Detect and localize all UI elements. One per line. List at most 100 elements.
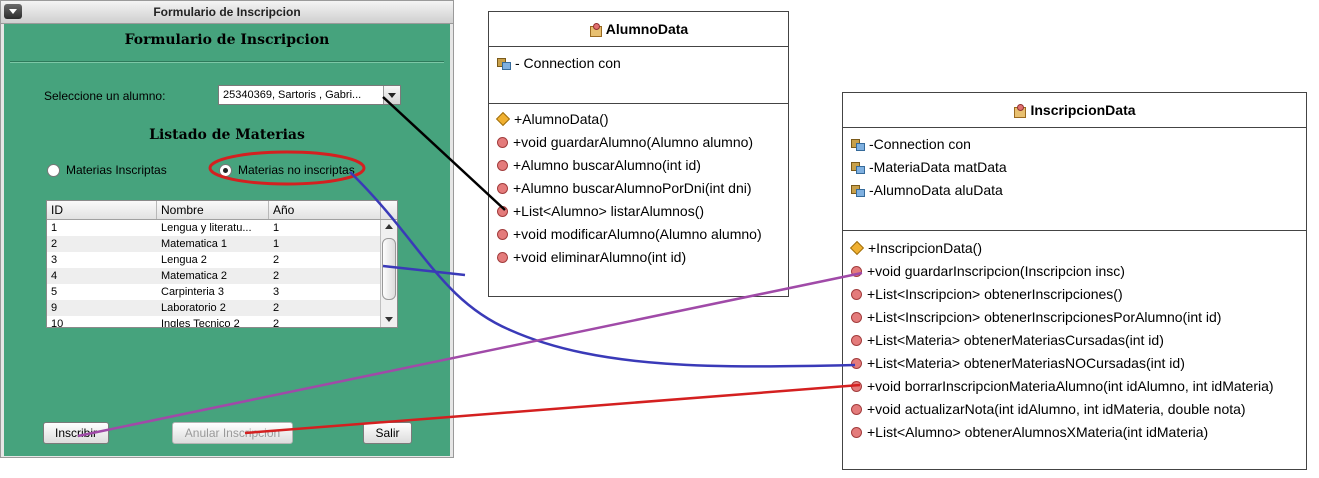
field-icon [497, 57, 511, 70]
method-icon [851, 357, 862, 369]
method-row: +List<Materia> obtenerMateriasCursadas(i… [851, 332, 1164, 348]
field-row: - Connection con [497, 55, 621, 71]
materias-table[interactable]: ID Nombre Año 1 Lengua y literatu... 1 2… [46, 200, 398, 328]
method-row: +void guardarAlumno(Alumno alumno) [497, 134, 753, 150]
radio-no-inscriptas-label: Materias no inscriptas [238, 163, 355, 177]
method-row: +void guardarInscripcion(Inscripcion ins… [851, 263, 1125, 279]
inscripciondata-methods: +InscripcionData() +void guardarInscripc… [843, 231, 1306, 469]
method-icon [497, 182, 508, 194]
method-icon [851, 311, 862, 323]
method-icon [851, 380, 862, 392]
radio-materias-no-inscriptas[interactable]: Materias no inscriptas [219, 163, 355, 177]
inscripciondata-fields: -Connection con -MateriaData matData -Al… [843, 128, 1306, 231]
method-row: +List<Inscripcion> obtenerInscripciones(… [851, 286, 1123, 302]
table-row[interactable]: 1 Lengua y literatu... 1 [47, 220, 381, 236]
cell-nombre: Carpinteria 3 [161, 286, 224, 298]
alumnodata-class-name: AlumnoData [605, 21, 689, 37]
cell-anio: 2 [273, 318, 280, 328]
table-body: 1 Lengua y literatu... 1 2 Matematica 1 … [47, 220, 381, 328]
method-icon [497, 251, 508, 263]
method-text: +AlumnoData() [514, 111, 609, 127]
cell-nombre: Matematica 2 [161, 270, 228, 282]
method-icon [851, 288, 862, 300]
scroll-down-icon[interactable] [381, 313, 396, 327]
method-row: +List<Alumno> listarAlumnos() [497, 203, 704, 219]
method-row: +List<Alumno> obtenerAlumnosXMateria(int… [851, 424, 1208, 440]
materias-list-title: Listado de Materias [149, 127, 305, 143]
method-row: +void modificarAlumno(Alumno alumno) [497, 226, 762, 242]
inscripciondata-class-header: InscripcionData [843, 93, 1306, 128]
method-row: +Alumno buscarAlumno(int id) [497, 157, 701, 173]
method-text: +List<Inscripcion> obtenerInscripcionesP… [867, 309, 1222, 325]
cell-nombre: Lengua y literatu... [161, 222, 252, 234]
radio-materias-inscriptas[interactable]: Materias Inscriptas [47, 163, 167, 177]
method-icon [497, 159, 508, 171]
window-titlebar[interactable]: Formulario de Inscripcion [1, 1, 453, 24]
cell-nombre: Laboratorio 2 [161, 302, 226, 314]
method-icon [497, 136, 508, 148]
window-menu-icon[interactable] [4, 4, 22, 19]
alumno-combobox[interactable]: 25340369, Sartoris , Gabri... [218, 85, 401, 105]
anular-inscripcion-button[interactable]: Anular Inscripcion [172, 422, 293, 444]
field-row: -AlumnoData aluData [851, 182, 1003, 198]
method-row: +List<Inscripcion> obtenerInscripcionesP… [851, 309, 1221, 325]
table-header: ID Nombre Año [47, 201, 397, 220]
table-scrollbar[interactable] [380, 220, 397, 327]
method-text: +List<Alumno> listarAlumnos() [513, 203, 705, 219]
title-separator [10, 61, 444, 63]
cell-anio: 1 [273, 222, 280, 234]
constructor-icon [495, 111, 511, 127]
method-text: +void guardarAlumno(Alumno alumno) [513, 134, 754, 150]
cell-id: 5 [51, 286, 58, 298]
class-icon [1013, 104, 1027, 118]
method-text: +void eliminarAlumno(int id) [513, 249, 687, 265]
header-anio[interactable]: Año [269, 201, 381, 219]
method-row: +List<Materia> obtenerMateriasNOCursadas… [851, 355, 1185, 371]
alumnodata-fields: - Connection con [489, 47, 788, 104]
table-row[interactable]: 9 Laboratorio 2 2 [47, 300, 381, 316]
header-id[interactable]: ID [47, 201, 157, 219]
cell-anio: 2 [273, 254, 280, 266]
combobox-arrow-icon[interactable] [383, 86, 400, 104]
salir-button[interactable]: Salir [363, 422, 412, 444]
alumno-label: Seleccione un alumno: [44, 89, 166, 103]
scroll-up-icon[interactable] [381, 220, 396, 234]
method-icon [851, 265, 862, 277]
method-icon [497, 205, 508, 217]
alumno-combobox-value: 25340369, Sartoris , Gabri... [223, 89, 362, 101]
inscribir-button[interactable]: Inscribir [43, 422, 109, 444]
method-icon [851, 334, 862, 346]
field-text: -Connection con [869, 136, 971, 152]
scrollbar-thumb[interactable] [382, 238, 396, 300]
method-row: +void borrarInscripcionMateriaAlumno(int… [851, 378, 1274, 394]
field-text: -MateriaData matData [869, 159, 1007, 175]
table-row[interactable]: 5 Carpinteria 3 3 [47, 284, 381, 300]
table-row[interactable]: 4 Matematica 2 2 [47, 268, 381, 284]
cell-id: 3 [51, 254, 58, 266]
cell-anio: 2 [273, 302, 280, 314]
cell-nombre: Ingles Tecnico 2 [161, 318, 240, 328]
form-panel: Formulario de Inscripcion Seleccione un … [4, 24, 450, 456]
cell-id: 4 [51, 270, 58, 282]
cell-anio: 2 [273, 270, 280, 282]
field-row: -MateriaData matData [851, 159, 1007, 175]
inscripciondata-class-name: InscripcionData [1030, 102, 1136, 118]
cell-nombre: Lengua 2 [161, 254, 207, 266]
radio-no-inscriptas-circle[interactable] [219, 163, 232, 177]
table-row[interactable]: 2 Matematica 1 1 [47, 236, 381, 252]
method-text: +void guardarInscripcion(Inscripcion ins… [867, 263, 1125, 279]
method-text: +List<Inscripcion> obtenerInscripciones(… [867, 286, 1123, 302]
method-text: +List<Materia> obtenerMateriasNOCursadas… [867, 355, 1185, 371]
radio-inscriptas-label: Materias Inscriptas [66, 163, 167, 177]
header-nombre[interactable]: Nombre [157, 201, 269, 219]
field-icon [851, 161, 865, 174]
alumnodata-methods: +AlumnoData() +void guardarAlumno(Alumno… [489, 104, 788, 296]
method-text: +void actualizarNota(int idAlumno, int i… [867, 401, 1246, 417]
cell-anio: 3 [273, 286, 280, 298]
method-text: +List<Alumno> obtenerAlumnosXMateria(int… [867, 424, 1209, 440]
table-row[interactable]: 10 Ingles Tecnico 2 2 [47, 316, 381, 328]
method-icon [851, 426, 862, 438]
radio-inscriptas-circle[interactable] [47, 163, 60, 177]
field-text: -AlumnoData aluData [869, 182, 1003, 198]
table-row[interactable]: 3 Lengua 2 2 [47, 252, 381, 268]
